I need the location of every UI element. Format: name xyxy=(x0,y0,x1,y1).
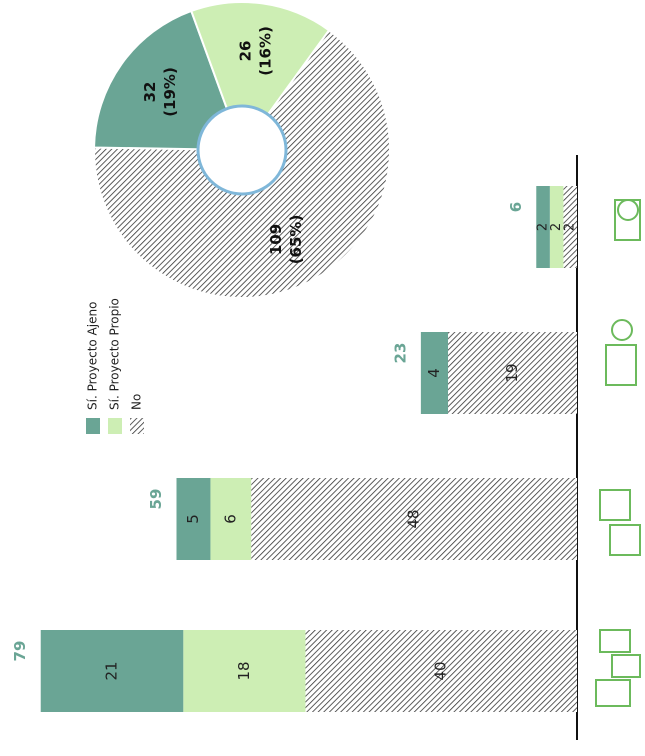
bar-segment xyxy=(563,186,577,268)
segment-label: 2 xyxy=(563,223,578,231)
segment-label: 4 xyxy=(425,368,443,378)
segment-label: 21 xyxy=(103,661,121,680)
total-label: 59 xyxy=(147,489,165,510)
pie-percent-label: (19%) xyxy=(161,67,179,117)
pie-percent-label: (65%) xyxy=(287,215,305,265)
total-label: 6 xyxy=(507,202,525,212)
bar-segment xyxy=(210,478,252,560)
bar-segment xyxy=(305,630,577,712)
segment-label: 2 xyxy=(549,223,564,231)
bar-segment xyxy=(40,630,184,712)
segment-label: 48 xyxy=(405,509,423,528)
bar-segment xyxy=(536,186,550,268)
legend-label: No xyxy=(130,394,144,410)
segment-label: 18 xyxy=(235,661,253,680)
pie-value-label: 26 xyxy=(236,41,254,62)
segment-label: 2 xyxy=(536,223,551,231)
pie-slice xyxy=(93,9,244,152)
pie-center xyxy=(196,104,288,196)
bar-segment xyxy=(176,478,211,560)
legend-label: Sí. Proyecto Propio xyxy=(108,298,122,410)
category-icons xyxy=(595,199,641,707)
total-label: 23 xyxy=(391,343,409,364)
bar-segment xyxy=(183,630,306,712)
pie-percent-label: (16%) xyxy=(256,26,274,76)
legend-swatch xyxy=(130,418,144,434)
legend-label: Sí. Proyecto Ajeno xyxy=(86,302,100,410)
bar-segment xyxy=(448,332,577,414)
pie-value-label: 32 xyxy=(141,82,159,103)
total-label: 79 xyxy=(11,641,29,662)
legend-swatch xyxy=(108,418,122,434)
bar-segment xyxy=(420,332,449,414)
pie-slice xyxy=(189,1,331,153)
segment-label: 19 xyxy=(503,363,521,382)
legend-swatch xyxy=(86,418,100,434)
segment-label: 5 xyxy=(184,514,202,524)
pie-value-label: 109 xyxy=(267,224,285,255)
bar-segment xyxy=(251,478,577,560)
segment-label: 6 xyxy=(221,514,239,524)
bar-segment xyxy=(549,186,564,268)
segment-label: 40 xyxy=(432,661,450,680)
